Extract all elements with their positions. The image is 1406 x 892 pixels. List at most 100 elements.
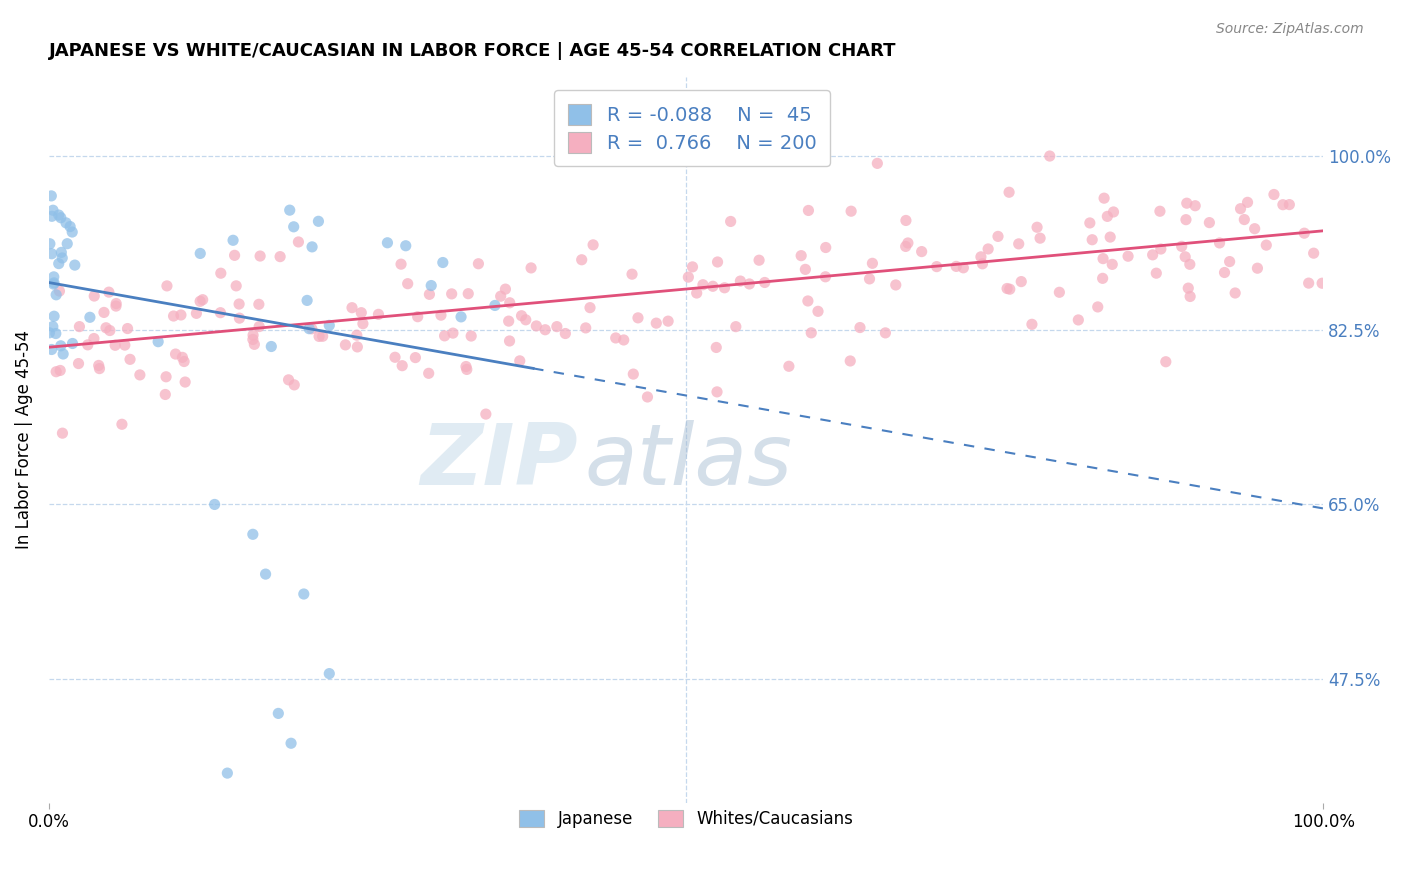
- Point: [242, 328, 264, 343]
- Point: [800, 326, 823, 340]
- Point: [706, 255, 728, 269]
- Point: [972, 257, 994, 271]
- Point: [260, 339, 283, 353]
- Point: [49, 211, 72, 225]
- Point: [340, 301, 363, 315]
- Point: [173, 354, 195, 368]
- Point: [1233, 212, 1256, 227]
- Point: [384, 351, 406, 365]
- Point: [111, 417, 134, 432]
- Point: [1078, 216, 1101, 230]
- Point: [228, 311, 250, 326]
- Point: [911, 244, 934, 259]
- Point: [51, 245, 73, 260]
- Point: [1174, 250, 1197, 264]
- Point: [637, 390, 659, 404]
- Point: [1243, 221, 1265, 235]
- Point: [509, 354, 531, 368]
- Point: [692, 277, 714, 292]
- Point: [269, 250, 291, 264]
- Point: [51, 251, 73, 265]
- Point: [1236, 195, 1258, 210]
- Point: [546, 319, 568, 334]
- Point: [1029, 231, 1052, 245]
- Point: [352, 317, 374, 331]
- Point: [1177, 281, 1199, 295]
- Point: [1101, 257, 1123, 271]
- Point: [52, 347, 75, 361]
- Point: [849, 320, 872, 334]
- Point: [420, 278, 443, 293]
- Text: JAPANESE VS WHITE/CAUCASIAN IN LABOR FORCE | AGE 45-54 CORRELATION CHART: JAPANESE VS WHITE/CAUCASIAN IN LABOR FOR…: [49, 42, 897, 60]
- Point: [41, 209, 63, 223]
- Point: [105, 296, 128, 310]
- Point: [1087, 300, 1109, 314]
- Point: [1081, 233, 1104, 247]
- Point: [217, 766, 239, 780]
- Point: [1010, 275, 1032, 289]
- Point: [318, 318, 340, 333]
- Point: [406, 310, 429, 324]
- Point: [114, 338, 136, 352]
- Point: [621, 367, 644, 381]
- Point: [42, 203, 65, 218]
- Point: [575, 321, 598, 335]
- Point: [76, 338, 98, 352]
- Point: [738, 277, 761, 291]
- Point: [797, 203, 820, 218]
- Point: [524, 318, 547, 333]
- Point: [440, 286, 463, 301]
- Point: [645, 316, 668, 330]
- Point: [794, 262, 817, 277]
- Point: [1067, 313, 1090, 327]
- Point: [494, 282, 516, 296]
- Point: [209, 266, 232, 280]
- Point: [247, 297, 270, 311]
- Point: [308, 329, 330, 343]
- Point: [657, 314, 679, 328]
- Point: [1099, 230, 1122, 244]
- Point: [155, 369, 177, 384]
- Point: [682, 260, 704, 274]
- Point: [515, 313, 537, 327]
- Point: [209, 306, 232, 320]
- Point: [1178, 257, 1201, 271]
- Point: [475, 407, 498, 421]
- Point: [42, 310, 65, 324]
- Point: [155, 387, 177, 401]
- Point: [998, 282, 1021, 296]
- Point: [98, 324, 121, 338]
- Point: [67, 319, 90, 334]
- Point: [228, 297, 250, 311]
- Point: [807, 304, 830, 318]
- Point: [63, 258, 86, 272]
- Point: [105, 299, 128, 313]
- Point: [1302, 246, 1324, 260]
- Point: [42, 319, 65, 334]
- Text: ZIP: ZIP: [420, 420, 578, 503]
- Point: [1021, 318, 1043, 332]
- Point: [1219, 254, 1241, 268]
- Point: [222, 233, 245, 247]
- Point: [204, 498, 226, 512]
- Point: [1116, 249, 1139, 263]
- Point: [83, 332, 105, 346]
- Point: [1144, 266, 1167, 280]
- Point: [156, 279, 179, 293]
- Point: [925, 260, 948, 274]
- Point: [56, 236, 79, 251]
- Point: [1310, 277, 1333, 291]
- Point: [59, 219, 82, 234]
- Point: [395, 239, 418, 253]
- Point: [952, 260, 974, 275]
- Point: [814, 240, 837, 254]
- Point: [350, 306, 373, 320]
- Point: [301, 322, 323, 336]
- Point: [499, 295, 522, 310]
- Point: [87, 359, 110, 373]
- Point: [678, 270, 700, 285]
- Point: [510, 309, 533, 323]
- Point: [83, 289, 105, 303]
- Point: [554, 326, 576, 341]
- Point: [186, 306, 208, 320]
